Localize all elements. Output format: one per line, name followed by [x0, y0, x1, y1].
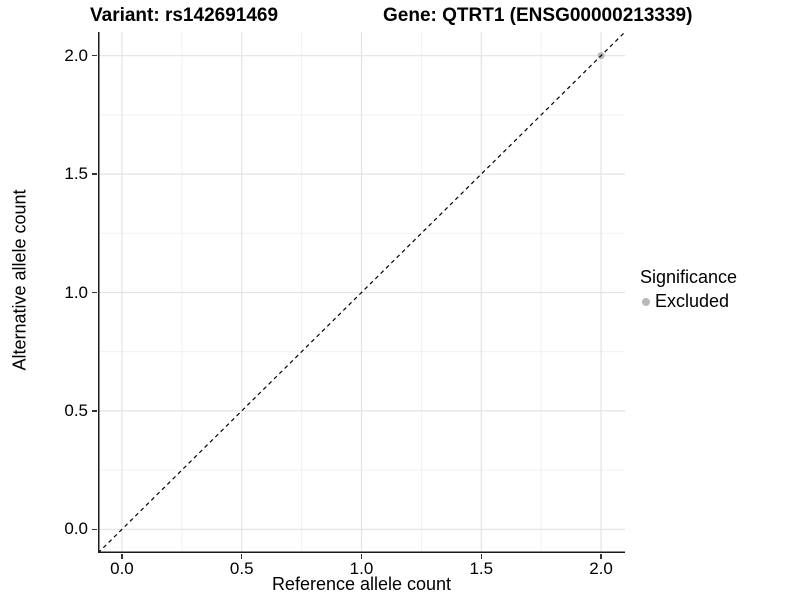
y-tick-label: 2.0	[64, 45, 88, 65]
x-tick-label: 1.0	[349, 559, 374, 578]
x-tick-label: 0.0	[110, 559, 134, 578]
y-tick-mark	[92, 291, 97, 294]
x-tick-mark	[360, 554, 363, 559]
legend-item-label: Excluded	[655, 291, 730, 311]
x-tick-mark	[121, 554, 123, 559]
x-tick-label: 1.5	[469, 559, 494, 578]
y-tick-label: 1.5	[64, 164, 88, 184]
x-tick-mark	[600, 554, 602, 559]
legend-title: Significance	[640, 267, 738, 287]
y-tick-mark	[92, 528, 97, 531]
y-tick-label: 0.5	[64, 400, 88, 420]
identity-dashed-line	[98, 32, 625, 553]
legend: Significance Excluded	[640, 267, 737, 312]
excluded-point-icon	[642, 297, 650, 306]
x-tick-label: 2.0	[589, 559, 613, 578]
y-tick-mark	[92, 410, 97, 412]
legend-item-excluded: Excluded	[642, 291, 737, 312]
plot-title-gene: Gene: QTRT1 (ENSG00000213339)	[383, 5, 693, 26]
x-axis-title: Reference allele count	[271, 574, 452, 594]
x-tick-label: 0.5	[229, 559, 254, 578]
plot-title-variant: Variant: rs142691469	[90, 5, 279, 26]
x-tick-mark	[240, 554, 243, 559]
plot-panel	[98, 32, 625, 553]
x-tick-mark	[480, 554, 483, 559]
y-axis-title: Alternative allele count	[9, 189, 30, 371]
y-tick-mark	[92, 173, 97, 175]
y-tick-label: 0.0	[64, 519, 88, 539]
panel-svg	[98, 32, 625, 553]
y-tick-label: 1.0	[64, 282, 88, 302]
y-tick-mark	[92, 54, 97, 57]
